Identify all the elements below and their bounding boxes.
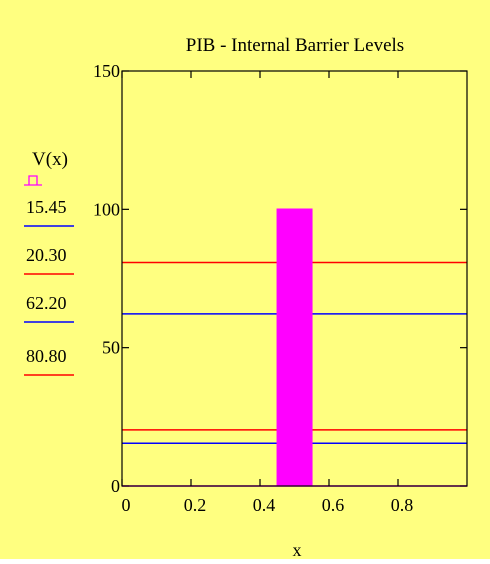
- x-axis-label: x: [293, 540, 302, 559]
- y-tick-label-3: 150: [93, 61, 120, 81]
- legend-series-marker: [28, 175, 38, 185]
- y-tick-label-0: 0: [111, 476, 120, 496]
- legend-level-label-1: 20.30: [26, 245, 67, 265]
- x-tick-label-4: 0.8: [391, 495, 414, 515]
- x-tick-label-1: 0.2: [184, 495, 207, 515]
- y-axis-label: V(x): [32, 149, 68, 170]
- axes-box: [121, 70, 468, 487]
- legend-level-label-2: 62.20: [26, 293, 67, 313]
- x-tick-label-2: 0.4: [253, 495, 276, 515]
- x-tick-label-3: 0.6: [322, 495, 345, 515]
- legend-level-label-3: 80.80: [26, 346, 67, 366]
- y-tick-label-1: 50: [102, 338, 120, 358]
- legend-level-label-0: 15.45: [26, 197, 67, 217]
- plot-area: 0 50 100 150 0 0.2 0.4 0.6 0.8: [93, 61, 468, 515]
- legend: 15.45 20.30 62.20 80.80: [24, 175, 74, 376]
- chart-title: PIB - Internal Barrier Levels: [186, 35, 404, 56]
- y-tick-label-2: 100: [93, 199, 120, 219]
- x-tick-label-0: 0: [122, 495, 131, 515]
